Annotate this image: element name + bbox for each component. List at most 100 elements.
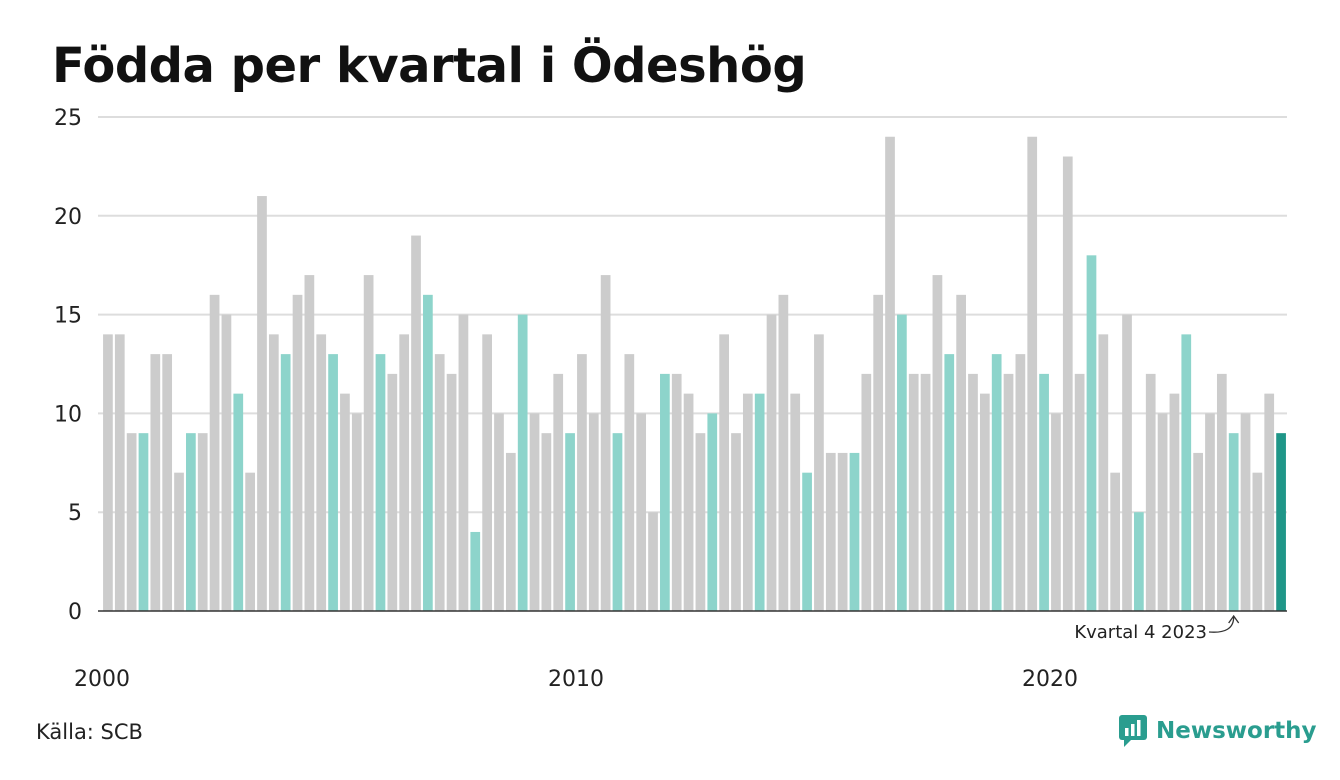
- bar: [1110, 472, 1121, 611]
- bar: [683, 393, 694, 611]
- bar: [517, 314, 528, 611]
- bar: [1276, 433, 1286, 611]
- bar: [861, 373, 872, 611]
- bar: [186, 433, 196, 611]
- bar: [138, 433, 149, 611]
- bar: [1264, 393, 1275, 611]
- bar: [221, 314, 232, 611]
- bar: [695, 433, 706, 611]
- bar: [1134, 512, 1144, 611]
- bar: [292, 294, 303, 611]
- source-note: Källa: SCB: [36, 720, 143, 744]
- bar: [1027, 136, 1038, 611]
- bar: [1240, 413, 1251, 611]
- bar: [529, 413, 540, 611]
- bar: [636, 413, 647, 611]
- bar: [920, 373, 931, 611]
- bar: [363, 275, 374, 611]
- bar: [897, 314, 907, 611]
- bar: [778, 294, 789, 611]
- bar: [577, 354, 587, 611]
- bar: [126, 433, 137, 611]
- bar: [316, 334, 327, 611]
- bar: [233, 393, 244, 611]
- bar: [351, 413, 362, 611]
- bar: [944, 354, 955, 611]
- bar: [494, 413, 504, 611]
- bar: [742, 393, 753, 611]
- bar: [1015, 354, 1026, 611]
- bar: [766, 314, 777, 611]
- bar: [565, 433, 575, 611]
- brand-logo: Newsworthy: [1118, 714, 1317, 748]
- bar: [979, 393, 990, 611]
- bar: [446, 373, 457, 611]
- bar: [814, 334, 824, 611]
- x-tick-label: 2020: [1022, 667, 1078, 692]
- bar: [174, 472, 184, 611]
- bar: [399, 334, 410, 611]
- bar: [1098, 334, 1109, 611]
- bar: [991, 354, 1002, 611]
- bar-chart: 0 5 10 15 20 25 2000 2010 2020 Kvartal 4 2023: [54, 106, 1287, 692]
- bar: [1205, 413, 1215, 611]
- bar: [731, 433, 741, 611]
- bar: [209, 294, 220, 611]
- chart-title: Födda per kvartal i Ödeshög: [52, 38, 807, 94]
- bar: [1122, 314, 1132, 611]
- bar: [1051, 413, 1061, 611]
- annotation-arrow: [1208, 614, 1240, 633]
- axes: 0 5 10 15 20 25 2000 2010 2020: [54, 106, 1287, 692]
- y-tick-label: 5: [68, 501, 82, 526]
- bar: [197, 433, 208, 611]
- bars: [103, 136, 1286, 612]
- bar: [268, 334, 279, 611]
- bar: [1062, 156, 1073, 611]
- bar: [1216, 373, 1227, 611]
- x-tick-label: 2010: [548, 667, 604, 692]
- bar: [423, 294, 433, 611]
- bar: [719, 334, 729, 611]
- bar: [340, 393, 350, 611]
- bar: [1086, 255, 1097, 611]
- bar: [837, 452, 848, 611]
- y-tick-label: 20: [54, 205, 82, 230]
- bar: [707, 413, 718, 611]
- bar: [387, 373, 398, 611]
- y-tick-label: 0: [68, 600, 82, 625]
- bar: [434, 354, 445, 611]
- bar: [790, 393, 801, 611]
- bar: [1157, 413, 1168, 611]
- annotation-label: Kvartal 4 2023: [1074, 622, 1207, 643]
- bar: [908, 373, 919, 611]
- annotation: Kvartal 4 2023: [1074, 614, 1240, 643]
- y-tick-label: 15: [54, 304, 82, 329]
- bar: [825, 452, 836, 611]
- y-tick-label: 25: [54, 106, 82, 131]
- bar: [932, 275, 943, 611]
- bar: [624, 354, 635, 611]
- bar: [1074, 373, 1085, 611]
- bar: [968, 373, 978, 611]
- newsworthy-icon: [1119, 715, 1147, 747]
- bar: [541, 433, 552, 611]
- y-tick-label: 10: [54, 402, 82, 427]
- bar: [470, 531, 481, 611]
- bar: [1252, 472, 1263, 611]
- bar: [505, 452, 516, 611]
- bar: [245, 472, 255, 611]
- bar: [375, 354, 386, 611]
- bar: [411, 235, 421, 611]
- bar: [150, 354, 161, 611]
- bar: [114, 334, 125, 611]
- bar: [849, 452, 860, 611]
- bar: [1145, 373, 1156, 611]
- bar: [671, 373, 682, 611]
- bar: [660, 373, 670, 611]
- bar: [754, 393, 765, 611]
- bar: [1181, 334, 1192, 611]
- bar: [1039, 373, 1049, 611]
- bar: [103, 334, 113, 611]
- bar: [482, 334, 492, 611]
- brand-name: Newsworthy: [1156, 718, 1317, 744]
